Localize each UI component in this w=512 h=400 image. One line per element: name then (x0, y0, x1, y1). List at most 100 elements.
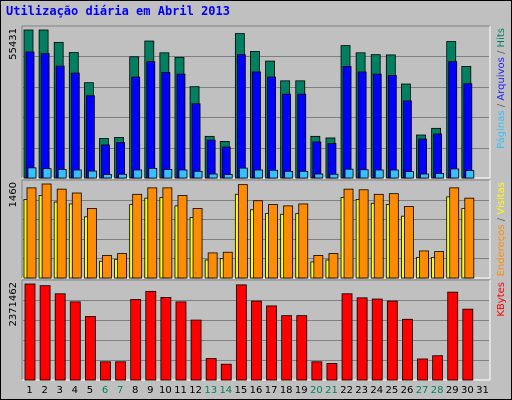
sites-bar (328, 253, 339, 279)
bottom-series-legend-part: KBytes (496, 282, 507, 317)
pages-bar (299, 170, 309, 179)
sites-bar (207, 252, 218, 279)
x-day-label: 30 (461, 385, 474, 396)
x-day-label: 29 (446, 385, 459, 396)
files-bar (85, 95, 95, 179)
pages-bar (284, 170, 294, 179)
sites-bar (56, 188, 67, 279)
files-bar (403, 100, 412, 179)
chart-title: Utilização diária em Abril 2013 (6, 4, 230, 18)
top-series-legend-part: Páginas (495, 110, 507, 149)
sites-bar (253, 200, 263, 279)
kbytes-bar (356, 297, 368, 381)
files-bar (236, 54, 246, 179)
files-bar (161, 72, 171, 179)
x-day-label: 20 (310, 385, 323, 396)
middle-series-legend-part: Endereços (496, 224, 507, 276)
pages-bar (389, 169, 399, 179)
files-bar (342, 65, 352, 179)
top-series-legend-part: Arquivos (496, 57, 507, 101)
files-bar (70, 72, 80, 179)
pages-bar (148, 167, 158, 179)
sites-bar (373, 193, 384, 279)
kbytes-bar (100, 361, 111, 381)
bottom-series-legend: KBytes (496, 282, 507, 317)
x-day-label: 6 (102, 385, 108, 396)
pages-bar (374, 169, 384, 179)
sites-bar (298, 203, 309, 279)
files-bar (146, 61, 156, 179)
x-day-label: 12 (189, 385, 202, 396)
x-day-label: 18 (280, 385, 293, 396)
middle-series-legend-part: Visitas (496, 182, 507, 215)
pages-bar (254, 169, 263, 179)
x-day-label: 28 (431, 385, 444, 396)
pages-bar (450, 168, 460, 179)
sites-bar (464, 197, 475, 279)
kbytes-bar (462, 308, 474, 381)
sites-bar (268, 204, 278, 279)
sites-bar (343, 188, 354, 279)
files-bar (131, 76, 141, 179)
x-day-label: 3 (57, 385, 63, 396)
middle-series-legend: Endereços / Visitas (496, 182, 507, 276)
kbytes-bar (205, 358, 217, 381)
files-bar (418, 138, 427, 179)
middle-series-legend-part: / (496, 215, 507, 225)
sites-bar (41, 183, 52, 279)
pages-bar (435, 173, 445, 179)
pages-bar (314, 173, 324, 179)
sites-bar (26, 187, 37, 279)
top-series-legend-part: Hits (496, 28, 507, 47)
pages-bar (344, 168, 354, 179)
kbytes-bar (311, 361, 323, 381)
pages-bar (133, 169, 143, 179)
files-bar (267, 76, 276, 179)
files-bar (357, 71, 367, 179)
kbytes-bar (371, 298, 383, 381)
x-day-label: 9 (147, 385, 153, 396)
kbytes-bar (432, 355, 444, 381)
kbytes-bar (281, 315, 293, 381)
pages-bar (465, 170, 475, 179)
sites-bar (388, 193, 399, 279)
x-day-label: 19 (295, 385, 308, 396)
sites-bar (162, 187, 173, 279)
x-day-label: 1 (26, 385, 32, 396)
files-bar (191, 103, 201, 179)
sites-bar (192, 208, 203, 279)
kbytes-bar (190, 319, 202, 381)
x-day-label: 13 (204, 385, 217, 396)
pages-bar (223, 174, 233, 179)
sites-bar (237, 184, 248, 279)
sites-bar (177, 195, 188, 279)
sites-bar (434, 251, 445, 279)
pages-bar (329, 173, 339, 179)
top-y-max-label: 55431 (8, 28, 19, 60)
x-day-label: 10 (159, 385, 172, 396)
kbytes-bar (402, 318, 413, 381)
x-day-label: 5 (87, 385, 93, 396)
sites-bar (222, 251, 233, 279)
sites-bar (117, 253, 127, 279)
sites-bar (283, 205, 294, 279)
pages-bar (27, 167, 37, 179)
x-day-label: 17 (265, 385, 278, 396)
kbytes-bar (115, 361, 126, 381)
files-bar (387, 75, 397, 179)
kbytes-bar (326, 363, 338, 381)
kbytes-bar (386, 300, 398, 381)
files-bar (252, 71, 261, 179)
x-day-label: 16 (250, 385, 263, 396)
sites-bar (132, 193, 143, 279)
files-bar (327, 143, 337, 179)
top-series-legend-part: / (496, 101, 507, 111)
kbytes-bar (235, 284, 247, 381)
kbytes-bar (24, 283, 36, 381)
kbytes-bar (69, 301, 81, 381)
x-day-label: 8 (132, 385, 138, 396)
kbytes-bar (447, 291, 459, 381)
x-day-label: 22 (340, 385, 353, 396)
files-bar (25, 51, 35, 179)
